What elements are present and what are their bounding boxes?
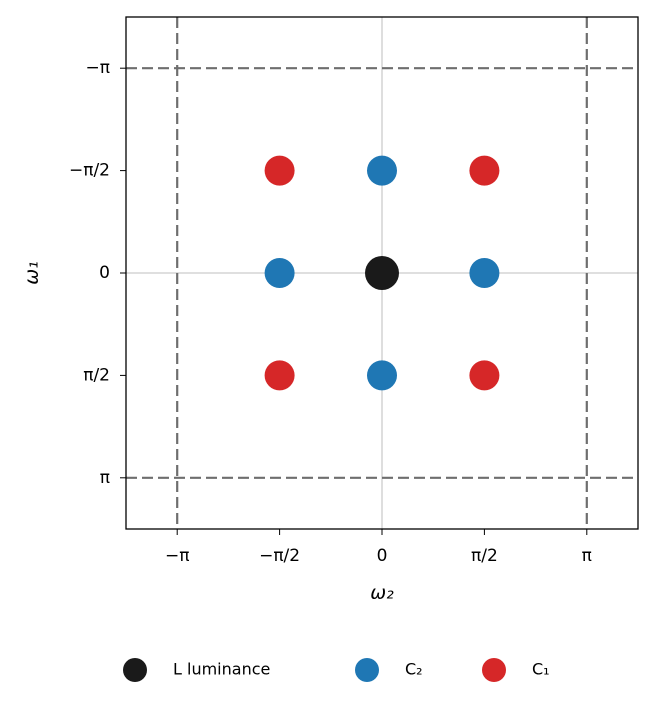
point bbox=[365, 256, 399, 290]
point bbox=[264, 155, 295, 186]
y-tick-label: −π/2 bbox=[69, 161, 110, 181]
plot-frame bbox=[125, 16, 639, 530]
point bbox=[264, 258, 295, 288]
legend-label: C₂ bbox=[405, 660, 423, 679]
point bbox=[469, 360, 500, 391]
y-axis-label: ω₁ bbox=[21, 261, 43, 285]
legend-label: C₁ bbox=[532, 660, 550, 679]
legend-marker bbox=[355, 658, 379, 682]
x-tick-label: π bbox=[582, 546, 592, 566]
point bbox=[367, 155, 397, 186]
legend-marker bbox=[482, 658, 506, 682]
legend-marker bbox=[123, 658, 147, 682]
x-tick-label: 0 bbox=[377, 546, 388, 566]
y-tick-label: π bbox=[100, 468, 110, 488]
point bbox=[469, 155, 500, 186]
point bbox=[469, 258, 500, 288]
y-tick-label: 0 bbox=[99, 263, 110, 283]
x-tick-label: π/2 bbox=[471, 546, 498, 566]
x-tick-label: −π bbox=[165, 546, 189, 566]
legend-label: L luminance bbox=[173, 660, 270, 679]
point bbox=[264, 360, 295, 391]
y-tick-label: π/2 bbox=[83, 365, 110, 385]
x-tick-label: −π/2 bbox=[259, 546, 300, 566]
x-axis-label: ω₂ bbox=[370, 582, 394, 604]
y-tick-label: −π bbox=[86, 58, 110, 78]
point bbox=[367, 360, 397, 391]
